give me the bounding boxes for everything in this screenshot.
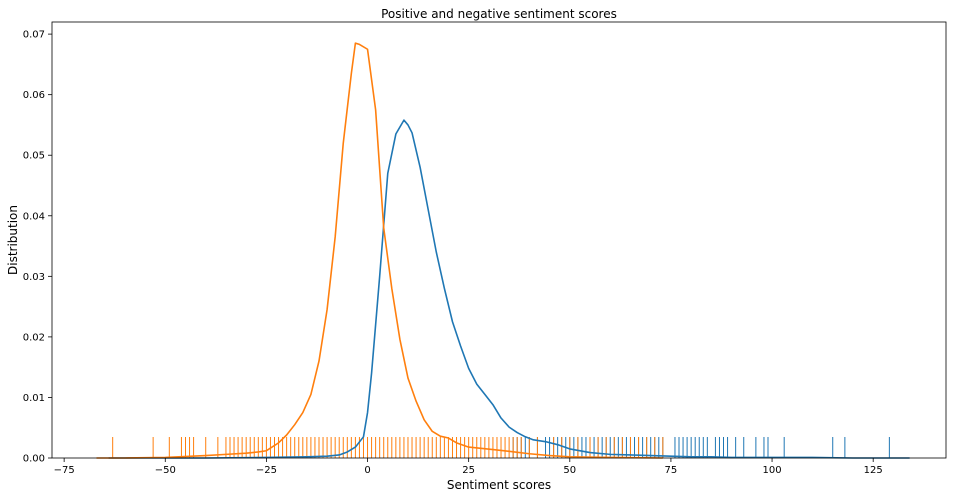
x-tick-label: 75 [665,465,678,476]
x-tick-label: 0 [364,465,370,476]
y-axis-label: Distribution [6,205,20,275]
y-tick-label: 0.06 [23,90,45,101]
x-axis-label: Sentiment scores [447,478,551,492]
series-line-1 [96,42,663,459]
x-tick-label: 25 [462,465,475,476]
chart-title: Positive and negative sentiment scores [381,7,617,21]
rug-group-1 [112,437,664,458]
y-tick-label: 0.01 [23,393,45,404]
y-tick-label: 0.04 [23,211,45,222]
plot-frame [51,21,947,459]
y-tick-label: 0.05 [23,151,45,162]
x-tick-label: 100 [763,465,782,476]
plot-marks [96,42,910,459]
x-tick-label: −50 [155,465,176,476]
y-tick-label: 0.00 [23,454,45,465]
x-tick-label: −75 [54,465,75,476]
axis-ticks: −75 −50 −25 0 25 50 75 100 125 0.00 0.01 0.02 0.03 0.… [23,30,883,476]
series-line-0 [108,119,910,459]
x-tick-label: −25 [256,465,277,476]
y-tick-label: 0.02 [23,332,45,343]
y-tick-label: 0.07 [23,30,45,41]
x-tick-label: 125 [864,465,883,476]
y-tick-label: 0.03 [23,272,45,283]
x-tick-label: 50 [563,465,576,476]
